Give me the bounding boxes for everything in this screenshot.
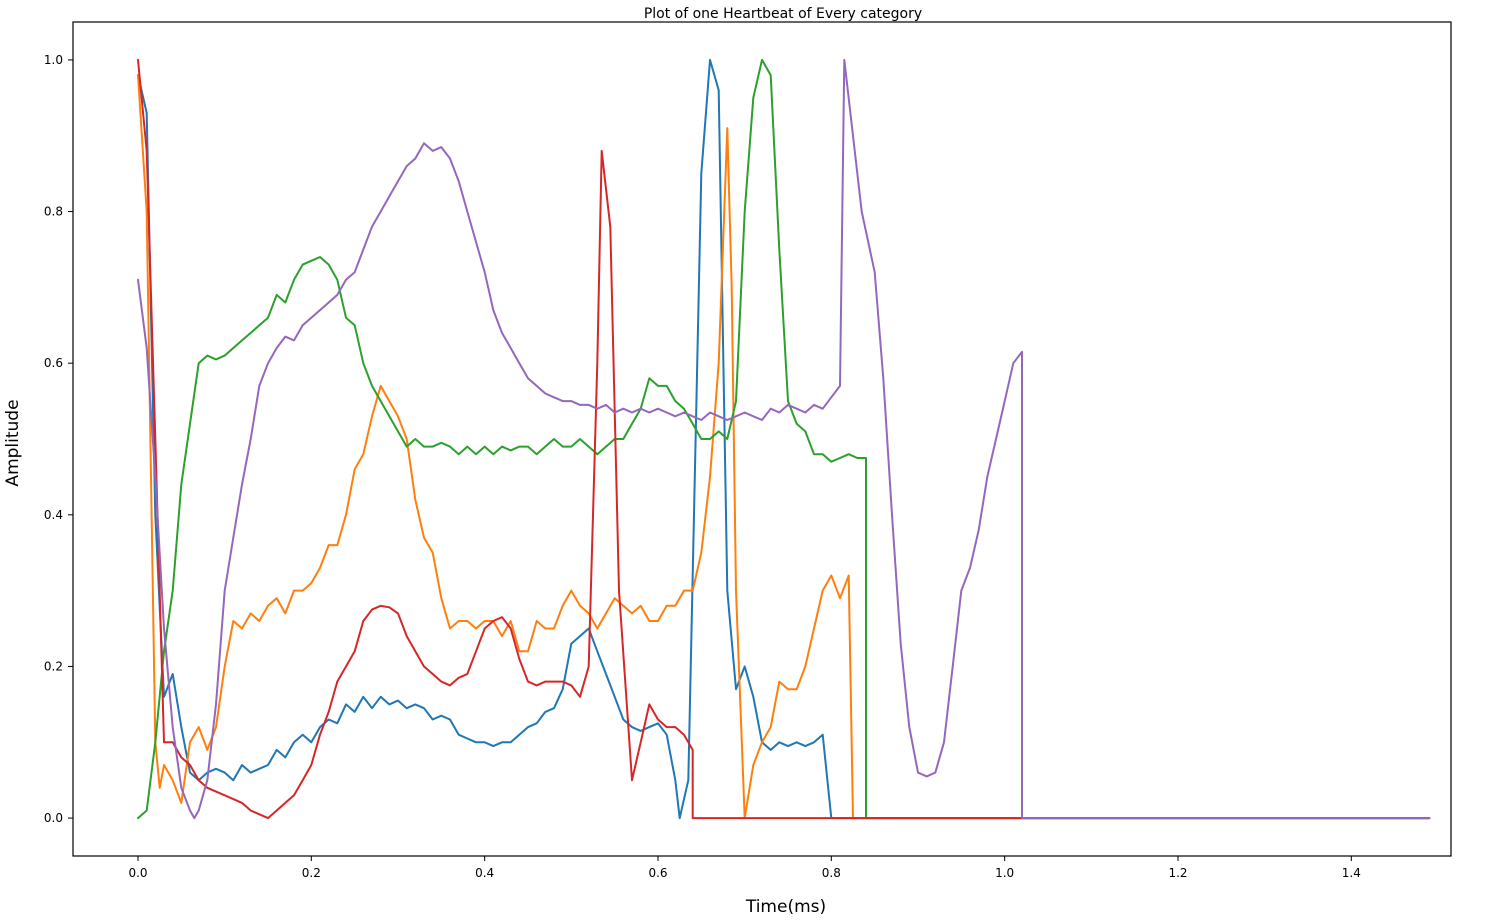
chart-title: Plot of one Heartbeat of Every category <box>644 6 922 22</box>
plot-frame <box>72 21 1452 857</box>
y-tick-label: 0.4 <box>44 508 63 522</box>
series-line-3 <box>137 58 1431 820</box>
x-tick-label: 0.6 <box>648 866 667 880</box>
x-tick-label: 0.4 <box>475 866 494 880</box>
y-tick-label: 0.0 <box>44 811 63 825</box>
y-axis-ticks: 0.0 0.2 0.4 0.6 0.8 1.0 <box>44 53 73 825</box>
y-tick-label: 0.6 <box>44 356 63 370</box>
x-tick-label: 0.8 <box>822 866 841 880</box>
x-tick-label: 0.2 <box>302 866 321 880</box>
y-tick-label: 0.2 <box>44 659 63 673</box>
series-line-5 <box>137 58 1431 820</box>
x-tick-label: 0.0 <box>128 866 147 880</box>
series-line-2 <box>137 74 1431 820</box>
x-tick-label: 1.2 <box>1168 866 1187 880</box>
x-tick-label: 1.0 <box>995 866 1014 880</box>
x-tick-label: 1.4 <box>1342 866 1361 880</box>
series-line-1 <box>137 58 1431 820</box>
y-axis-label: Amplitude <box>3 399 23 486</box>
y-tick-label: 0.8 <box>44 205 63 219</box>
x-axis-label: Time(ms) <box>745 897 826 917</box>
series-line-4 <box>137 58 1431 820</box>
x-axis-ticks: 0.0 0.2 0.4 0.6 0.8 1.0 1.2 1.4 <box>128 856 1361 880</box>
series-layer <box>137 58 1431 820</box>
y-tick-label: 1.0 <box>44 53 63 67</box>
